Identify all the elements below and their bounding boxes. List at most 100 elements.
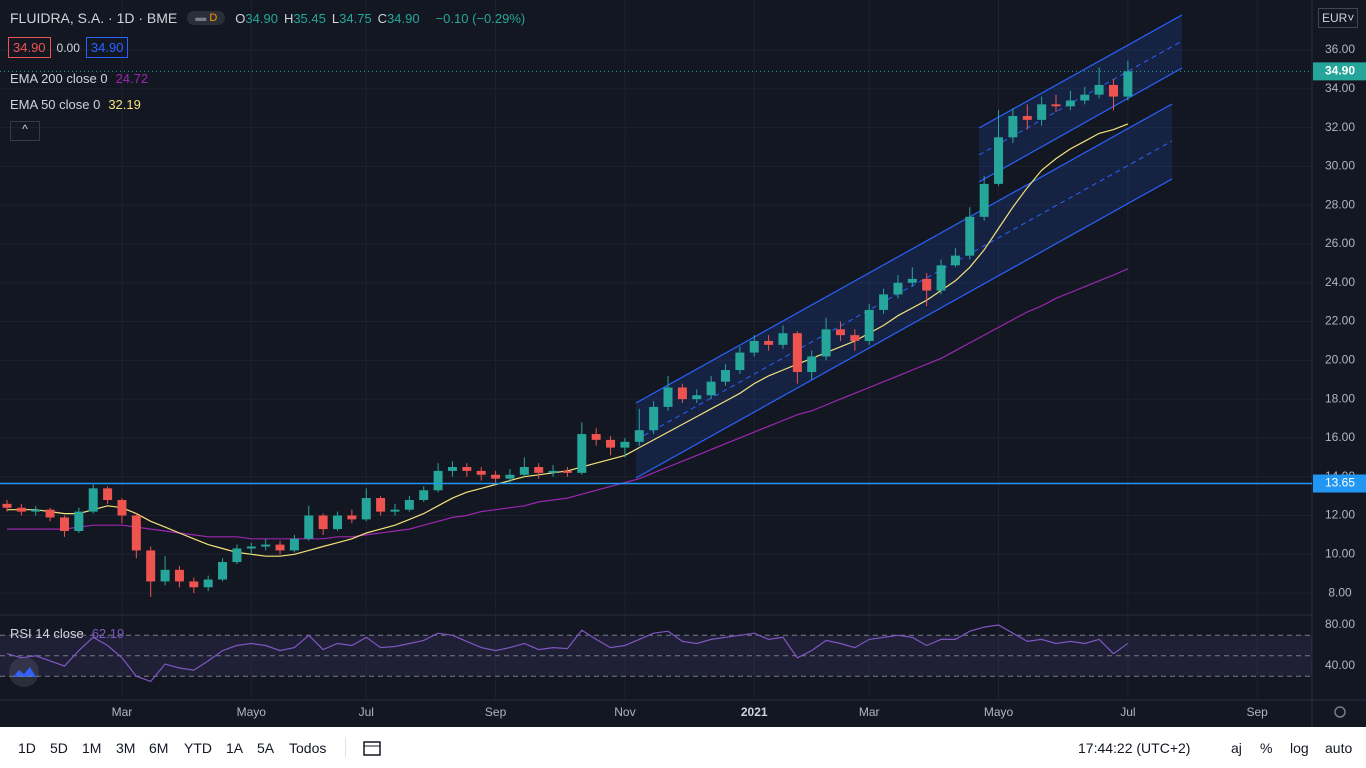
y-tick-label: 32.00 [1325, 120, 1355, 134]
divider [345, 737, 346, 757]
candle-body [577, 434, 587, 473]
range-button[interactable]: 3M [116, 740, 136, 756]
logo-mark [13, 667, 36, 677]
candle-body [893, 282, 903, 295]
y-tick-label: 12.00 [1325, 508, 1355, 522]
y-tick-label: 28.00 [1325, 197, 1355, 211]
x-tick-label: Sep [485, 705, 507, 719]
candle-body [936, 265, 946, 291]
candle-body [562, 470, 572, 473]
candle-body [376, 498, 386, 512]
legend-entry: EMA 200 close 0 24.72 [10, 71, 148, 86]
legend-entry: EMA 50 close 0 32.19 [10, 97, 141, 112]
ohlc-key: C [377, 10, 388, 26]
range-button[interactable]: 1D [18, 740, 36, 756]
candle-body [1080, 94, 1090, 101]
scale-option[interactable]: auto [1325, 740, 1353, 756]
candle-body [979, 183, 989, 217]
legend-name: RSI 14 close [10, 626, 84, 641]
candle-body [1037, 104, 1047, 120]
candle-body [965, 216, 975, 256]
y-tick-label: 36.00 [1325, 42, 1355, 56]
range-button[interactable]: Todos [289, 740, 327, 756]
x-tick-label: Jul [359, 705, 374, 719]
candle-body [31, 509, 41, 512]
settings-icon[interactable] [1334, 706, 1346, 718]
candle-body [663, 387, 673, 407]
channel-line [635, 103, 1173, 404]
range-button[interactable]: 1A [226, 740, 244, 756]
y-tick-label: 80.00 [1325, 617, 1355, 631]
ohlc-value: 35.45 [293, 10, 326, 26]
y-tick-label: 24.00 [1325, 275, 1355, 289]
candle-body [606, 439, 616, 448]
candle-body [821, 329, 831, 357]
candle-body [131, 515, 141, 551]
candle-body [1094, 84, 1104, 95]
ohlc-value: 34.90 [245, 10, 278, 26]
candle-body [433, 470, 443, 491]
calendar-icon[interactable] [362, 739, 382, 757]
candle-body [117, 499, 127, 516]
candle-body [548, 470, 558, 473]
indicator-line [7, 268, 1129, 540]
currency-text: EUR [1322, 11, 1348, 25]
ask[interactable]: 34.90 [85, 37, 129, 58]
price-label-box [1313, 474, 1366, 493]
candle-body [390, 509, 400, 512]
candle-body [634, 430, 644, 442]
candle-body [850, 335, 860, 341]
y-tick-label: 34.00 [1325, 81, 1355, 95]
x-tick-label: Mar [112, 705, 133, 719]
candle-body [835, 329, 845, 336]
candle-body [907, 278, 917, 283]
symbol-title: FLUIDRA, S.A. · 1D · BME [10, 10, 178, 26]
candle-body [2, 503, 12, 508]
change: −0.10 (−0.29%) [435, 10, 526, 26]
quote-boxes: 34.90 0.00 34.90 [8, 37, 129, 58]
bid[interactable]: 34.90 [8, 37, 51, 58]
ohlc-value: 34.75 [339, 10, 372, 26]
candle-body [778, 333, 788, 345]
y-tick-label: 18.00 [1325, 391, 1355, 405]
candle-body [1051, 104, 1061, 107]
indicator-line [7, 123, 1129, 557]
candle-body [333, 515, 343, 530]
y-tick-label: 30.00 [1325, 159, 1355, 173]
price-label-box [1313, 62, 1366, 81]
price-label: 13.65 [1325, 476, 1355, 490]
candle-body [1065, 100, 1075, 107]
x-tick-label: Jul [1120, 705, 1135, 719]
y-tick-label: 40.00 [1325, 658, 1355, 672]
candle-body [203, 579, 213, 588]
collapse-button[interactable]: ^ [10, 121, 40, 141]
candle-body [160, 569, 170, 582]
candle-body [304, 515, 314, 539]
candle-body [447, 467, 457, 471]
candle-body [1123, 71, 1133, 97]
candle-body [146, 550, 156, 582]
range-button[interactable]: 6M [149, 740, 169, 756]
candle-body [246, 546, 256, 549]
range-button[interactable]: 5D [50, 740, 68, 756]
candle-body [1108, 84, 1118, 97]
candle-body [721, 370, 730, 382]
candle-body [261, 544, 271, 547]
candle-body [404, 499, 414, 510]
candle-body [289, 538, 299, 551]
y-tick-label: 16.00 [1325, 430, 1355, 444]
range-button[interactable]: 1M [82, 740, 102, 756]
legend-name: EMA 200 close 0 [10, 71, 108, 86]
scale-option[interactable]: % [1260, 740, 1273, 756]
scale-option[interactable]: aj [1231, 740, 1242, 756]
legend-value: 32.19 [108, 97, 141, 112]
currency[interactable]: EUR˅ [1318, 8, 1359, 28]
ohlc-value: 34.90 [387, 10, 420, 26]
range-button[interactable]: YTD [184, 740, 212, 756]
range-button[interactable]: 5A [257, 740, 275, 756]
y-tick-label: 10.00 [1325, 546, 1355, 560]
candle-body [591, 434, 601, 440]
scale-option[interactable]: log [1290, 740, 1309, 756]
candle-body [706, 381, 716, 396]
